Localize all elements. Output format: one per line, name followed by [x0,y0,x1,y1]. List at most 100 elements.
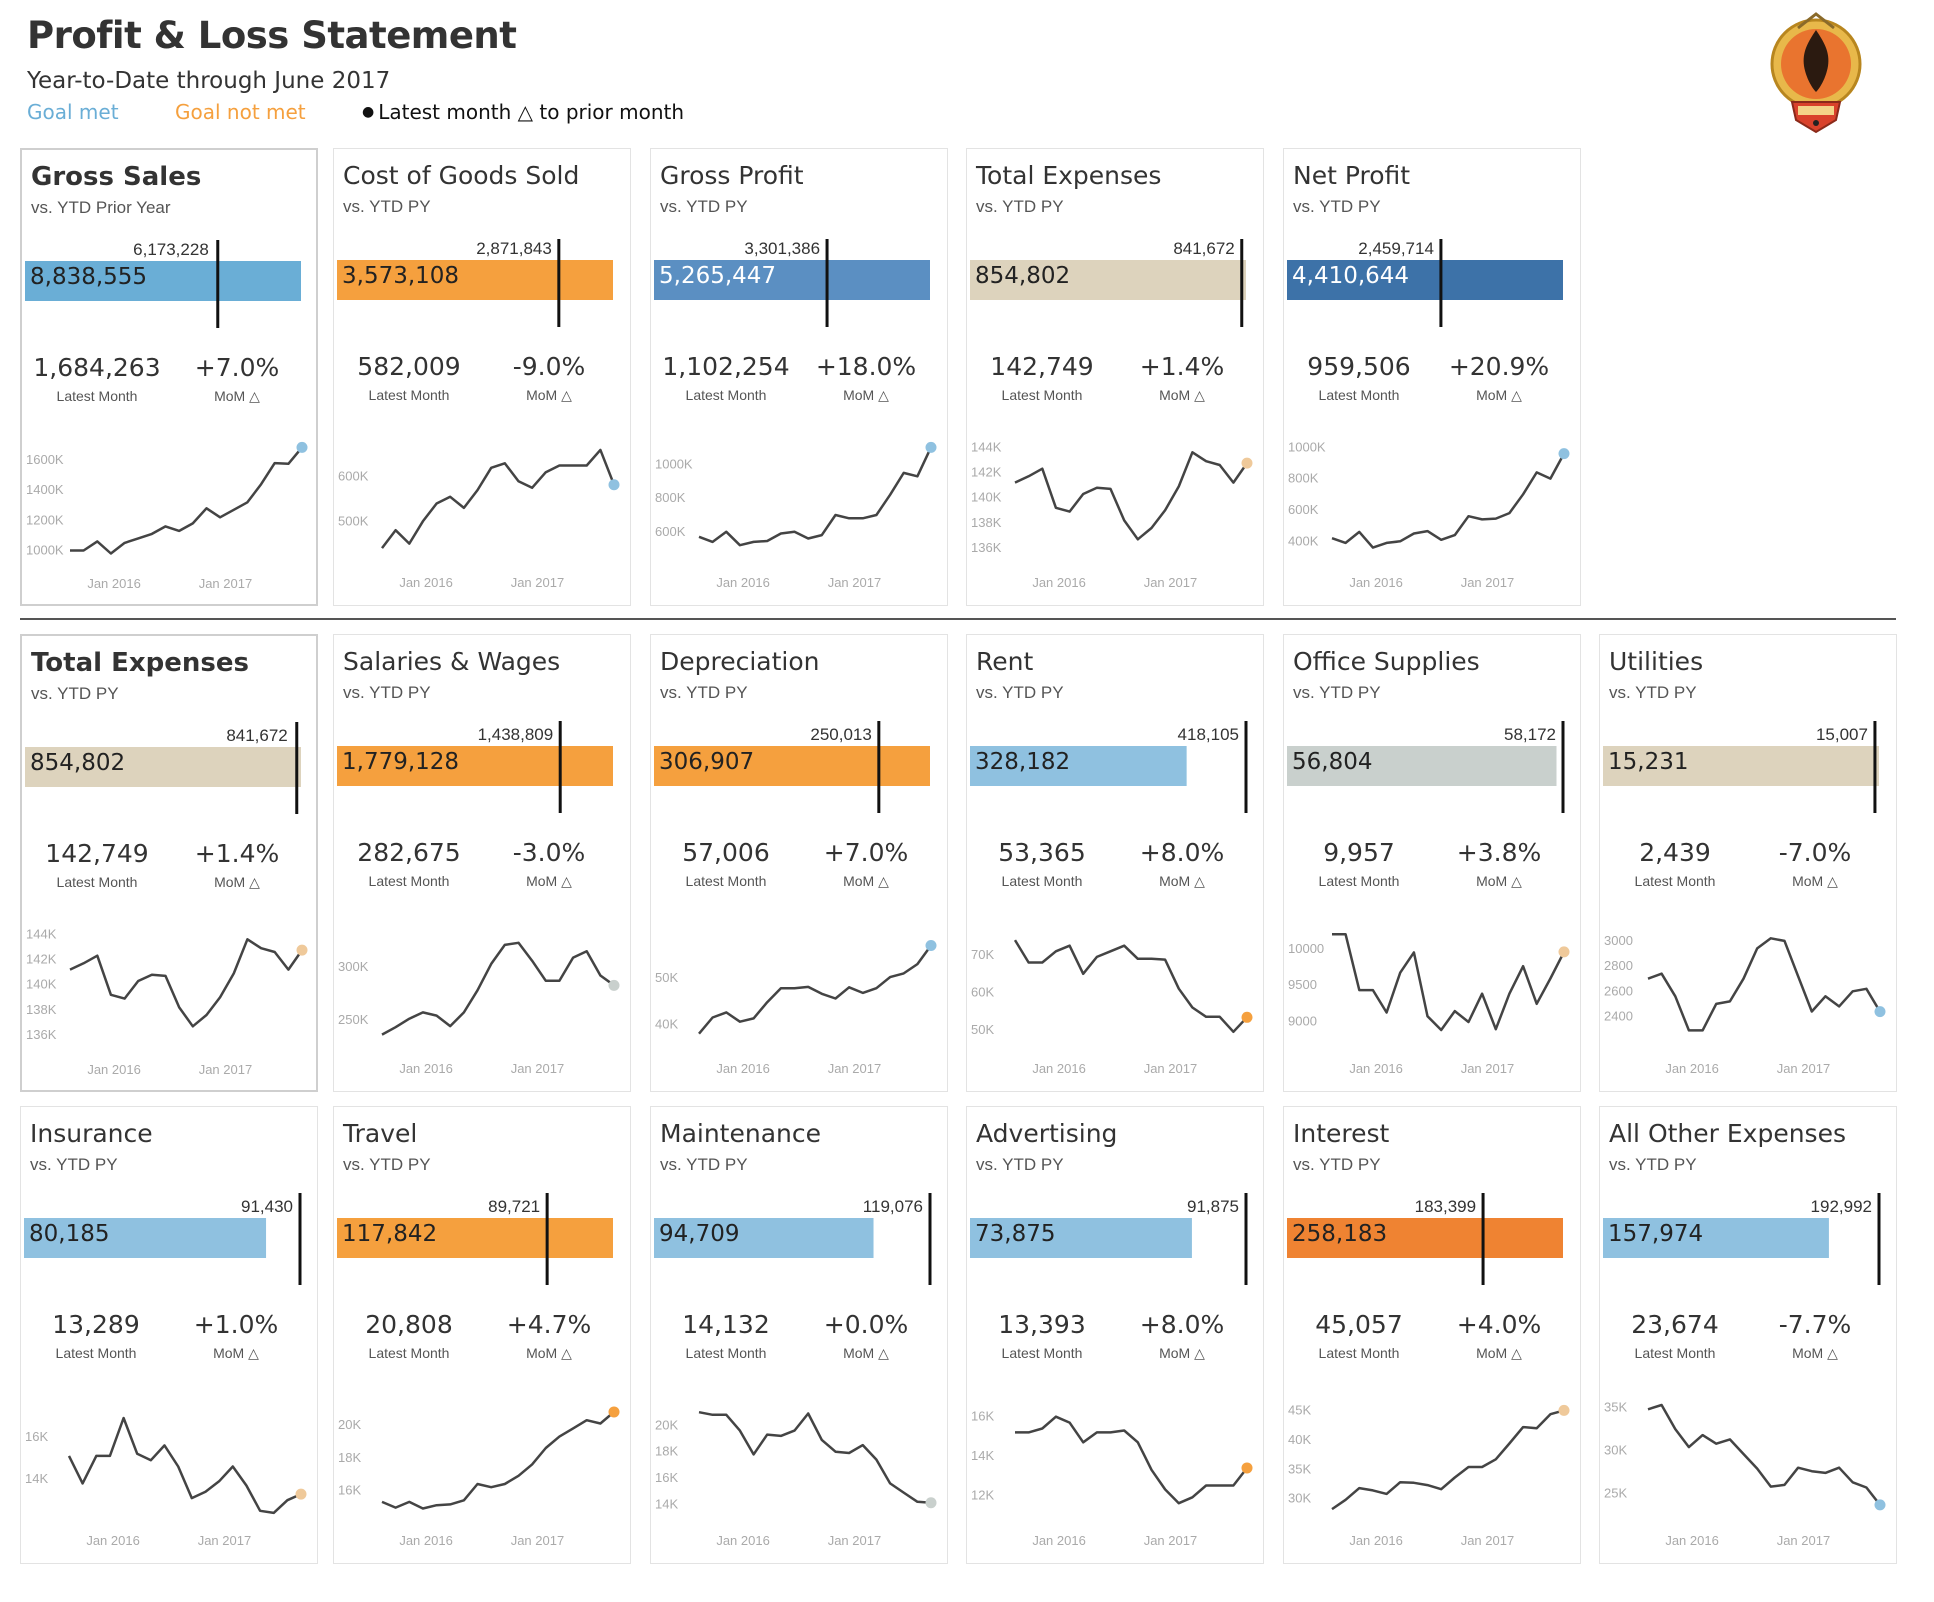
latest-month-value: 20,808 [365,1310,453,1339]
sparkline-chart: 16K 14K Jan 2016 Jan 2017 [25,1416,307,1548]
card-title: Maintenance [660,1119,821,1148]
legend-note-text: Latest month △ to prior month [378,100,685,124]
mom-change-label: MoM △ [526,1345,572,1361]
sparkline-series [69,938,304,1028]
card-subtitle: vs. YTD PY [976,197,1064,216]
card-subtitle: vs. YTD PY [343,1155,431,1174]
actual-bar [654,746,930,786]
y-tick-label: 9500 [1288,977,1317,992]
sparkline-series [381,1410,615,1510]
mom-change-label: MoM △ [1476,1345,1522,1361]
kpi-card: Insurance vs. YTD PY 80,185 91,430 13,289 Lat… [20,1106,318,1564]
y-tick-label: 2400 [1604,1009,1633,1024]
mom-change-value: -9.0% [512,352,586,381]
actual-bar [24,1218,267,1258]
latest-month-label: Latest Month [368,1345,450,1361]
y-tick-label: 50K [655,970,678,985]
y-tick-label: 45K [1288,1403,1311,1418]
kpi-card: Advertising vs. YTD PY 73,875 91,875 13,393 L… [966,1106,1264,1564]
actual-value: 73,875 [975,1221,1056,1247]
y-tick-label: 30K [1604,1443,1627,1458]
card-subtitle: vs. YTD PY [31,684,119,703]
sparkline-series [67,1416,302,1515]
y-tick-label: 1200K [26,512,64,527]
mom-change-label: MoM △ [214,388,260,404]
y-tick-label: 18K [655,1444,678,1459]
x-tick-label: Jan 2016 [1665,1061,1719,1076]
latest-month-point [608,1406,620,1418]
kpi-card: All Other Expenses vs. YTD PY 157,974 192,9… [1599,1106,1897,1564]
x-tick-label: Jan 2017 [828,1061,882,1076]
sparkline-chart: 20K 18K 16K Jan 2016 Jan 2017 [338,1406,620,1548]
mom-change-value: +7.0% [823,838,909,867]
legend-goal-not-met: Goal not met [175,100,306,124]
card-title: Gross Profit [660,161,804,190]
actual-value: 854,802 [975,263,1071,289]
page-subtitle: Year-to-Date through June 2017 [27,68,391,94]
y-tick-label: 400K [1288,533,1319,548]
prior-year-value: 841,672 [226,726,288,745]
y-tick-label: 16K [25,1429,48,1444]
y-tick-label: 600K [655,524,686,539]
x-tick-label: Jan 2017 [1777,1533,1831,1548]
y-tick-label: 16K [971,1409,994,1424]
sparkline-chart: 600K 500K Jan 2016 Jan 2017 [338,448,620,590]
card-subtitle: vs. YTD PY [1293,197,1381,216]
latest-month-label: Latest Month [685,1345,767,1361]
x-tick-label: Jan 2016 [87,576,141,591]
actual-bar [1287,1218,1563,1258]
kpi-card: Total Expenses vs. YTD PY 854,802 841,672 14… [20,634,318,1092]
latest-month-label: Latest Month [368,387,450,403]
mom-change-value: +7.0% [194,353,280,382]
sparkline-chart: 300K 250K Jan 2016 Jan 2017 [338,941,620,1076]
actual-bar [970,746,1187,786]
x-tick-label: Jan 2016 [1349,1533,1403,1548]
x-tick-label: Jan 2017 [511,1061,565,1076]
y-tick-label: 20K [338,1417,361,1432]
bullet-chart [970,721,1248,813]
actual-bar [654,260,930,300]
x-tick-label: Jan 2016 [399,575,453,590]
x-tick-label: Jan 2017 [1461,575,1515,590]
prior-year-value: 418,105 [1177,725,1239,744]
latest-month-label: Latest Month [1318,387,1400,403]
card-title: Total Expenses [31,648,249,678]
y-tick-label: 12K [971,1487,994,1502]
card-title: Salaries & Wages [343,647,561,676]
latest-month-value: 142,749 [45,839,149,868]
latest-month-point [1558,946,1570,958]
kpi-card: Gross Profit vs. YTD PY 5,265,447 3,301,386… [650,148,948,606]
kpi-card: Net Profit vs. YTD PY 4,410,644 2,459,714 95… [1283,148,1581,606]
y-tick-label: 500K [338,513,369,528]
latest-month-point [1558,448,1570,460]
y-tick-label: 14K [25,1471,48,1486]
latest-month-value: 23,674 [1631,1310,1719,1339]
sparkline-series [1331,453,1566,549]
mom-change-label: MoM △ [526,387,572,403]
y-tick-label: 144K [971,439,1002,454]
card-subtitle: vs. YTD PY [976,1155,1064,1174]
sparkline-chart: 144K 142K 140K 138K 136K Jan 2016 Jan 2017 [26,926,308,1077]
prior-year-value: 119,076 [862,1197,923,1216]
y-tick-label: 800K [655,490,686,505]
bullet-chart [337,239,613,327]
latest-month-point [925,441,937,453]
x-tick-label: Jan 2016 [716,575,770,590]
kpi-card: Depreciation vs. YTD PY 306,907 250,013 57,0… [650,634,948,1092]
x-tick-label: Jan 2016 [716,1061,770,1076]
y-tick-label: 14K [655,1496,678,1511]
x-tick-label: Jan 2017 [1144,575,1198,590]
sparkline-chart: 16K 14K 12K Jan 2016 Jan 2017 [971,1409,1253,1548]
actual-value: 306,907 [659,749,755,775]
actual-value: 854,802 [30,750,126,776]
actual-bar [337,1218,613,1258]
latest-month-label: Latest Month [685,873,767,889]
sparkline-series [1015,1415,1248,1505]
actual-value: 117,842 [342,1221,438,1247]
actual-value: 94,709 [659,1221,740,1247]
latest-month-label: Latest Month [56,874,138,890]
mom-change-value: +4.0% [1456,1310,1542,1339]
mom-change-label: MoM △ [843,1345,889,1361]
card-subtitle: vs. YTD PY [976,683,1064,702]
y-tick-label: 35K [1288,1461,1311,1476]
